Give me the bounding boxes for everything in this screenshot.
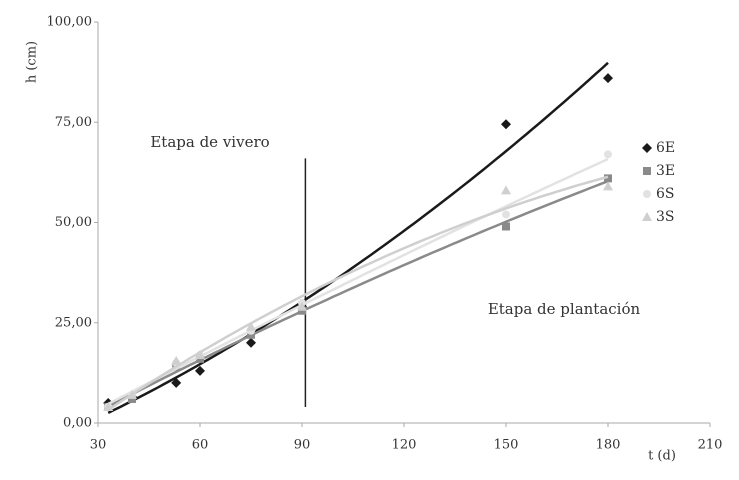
data-point (603, 73, 613, 84)
data-point (103, 401, 114, 411)
data-point (246, 337, 256, 348)
x-axis-label: t (d) (648, 449, 676, 464)
x-tick-label: 30 (90, 438, 107, 453)
data-point (171, 377, 182, 388)
data-point (195, 349, 205, 359)
y-axis-label: h (cm) (25, 41, 40, 83)
trend-line (107, 61, 609, 415)
data-point (246, 321, 256, 331)
y-tick-label: 100,00 (47, 15, 93, 30)
x-tick-label: 150 (494, 438, 519, 453)
legend-marker (643, 190, 651, 198)
data-point (196, 354, 204, 363)
x-tick-label: 210 (698, 438, 723, 453)
y-tick-label: 50,00 (55, 215, 92, 230)
data-point (501, 119, 511, 130)
legend-label: 3S (656, 209, 675, 225)
x-tick-label: 120 (392, 438, 417, 453)
x-tick-label: 180 (596, 438, 621, 453)
trend-line (107, 180, 609, 408)
data-point (128, 394, 136, 403)
legend-label: 6E (656, 140, 675, 156)
legend-label: 6S (656, 186, 675, 202)
annotation: Etapa de vivero (150, 133, 269, 151)
legend-label: 3E (656, 163, 675, 179)
data-point (298, 306, 306, 315)
y-tick-label: 0,00 (63, 416, 92, 431)
legend-marker (642, 212, 652, 221)
data-point (501, 185, 511, 195)
data-point (604, 174, 612, 183)
data-point (171, 355, 182, 365)
data-point (247, 330, 255, 339)
data-point (127, 389, 137, 399)
x-tick-label: 60 (192, 438, 209, 453)
trend-line (107, 157, 609, 406)
legend-marker (643, 167, 651, 175)
trend-line (107, 175, 609, 411)
y-tick-label: 25,00 (55, 315, 92, 330)
data-point (502, 210, 510, 219)
data-point (603, 181, 613, 191)
legend-marker (642, 143, 652, 153)
y-tick-label: 75,00 (55, 115, 92, 130)
annotation: Etapa de plantación (488, 300, 641, 318)
data-point (604, 150, 612, 159)
data-point (502, 222, 510, 231)
x-tick-label: 90 (294, 438, 311, 453)
data-point (195, 365, 205, 376)
data-point (297, 301, 307, 311)
